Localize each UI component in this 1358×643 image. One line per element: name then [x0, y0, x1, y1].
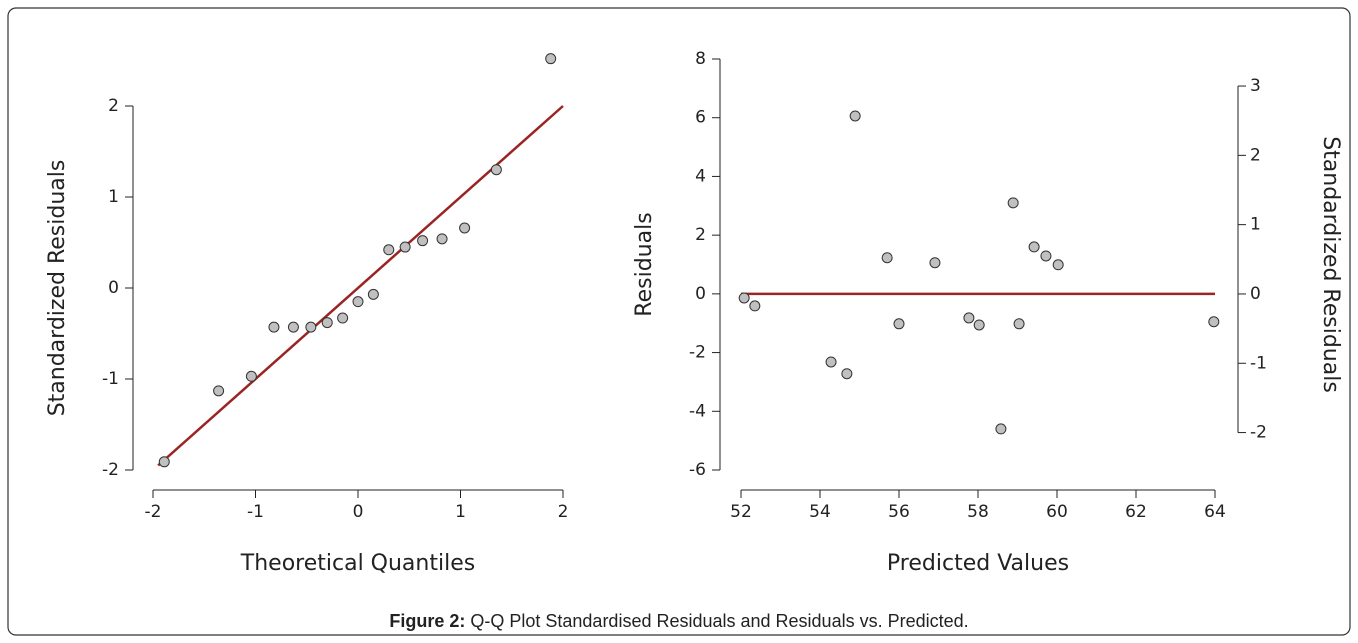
data-point	[213, 385, 225, 397]
x-tick-label: 1	[455, 502, 466, 522]
data-point	[849, 110, 861, 122]
x-axis-label: Predicted Values	[887, 551, 1069, 576]
data-point	[545, 53, 557, 65]
data-point	[352, 296, 364, 308]
y2-tick-label: -2	[1250, 423, 1267, 443]
x-tick-label: 62	[1125, 502, 1147, 522]
y2-tick-label: -1	[1250, 353, 1267, 373]
data-point	[738, 292, 750, 304]
y-tick-label: -6	[689, 460, 706, 480]
y2-tick-label: 3	[1250, 76, 1261, 96]
y2-tick-label: 2	[1250, 145, 1261, 165]
data-point	[929, 257, 941, 269]
data-point	[337, 312, 349, 324]
data-point	[1052, 259, 1064, 271]
y-tick-label: 1	[108, 187, 119, 207]
data-point	[749, 300, 761, 312]
x-axis-label: Theoretical Quantiles	[240, 551, 475, 576]
data-point	[841, 368, 853, 380]
data-point	[321, 317, 333, 329]
y2-axis-label: Standardized Residuals	[1318, 136, 1343, 393]
data-point	[383, 244, 395, 256]
data-point	[893, 318, 905, 330]
reference-line	[157, 105, 564, 467]
data-point	[245, 370, 257, 382]
x-tick-label: 56	[888, 502, 910, 522]
x-tick-label: -1	[247, 502, 264, 522]
x-tick-label: 0	[353, 502, 364, 522]
data-point	[1040, 250, 1052, 262]
y-tick-label: -2	[102, 460, 119, 480]
y-tick-label: 0	[108, 278, 119, 298]
x-tick-label: 64	[1204, 502, 1226, 522]
y-tick-label: 8	[695, 49, 706, 69]
y-axis-label: Residuals	[632, 212, 657, 316]
frame	[7, 7, 1351, 636]
data-point	[1028, 241, 1040, 253]
caption-label: Figure 2:	[389, 611, 465, 631]
data-point	[399, 241, 411, 253]
data-point	[436, 233, 448, 245]
y-tick-label: 0	[695, 284, 706, 304]
y-tick-label: -4	[689, 401, 706, 421]
data-point	[417, 235, 429, 247]
y-tick-label: -1	[102, 369, 119, 389]
x-tick-label: 54	[809, 502, 831, 522]
data-point	[881, 252, 893, 264]
data-point	[963, 312, 975, 324]
data-point	[158, 456, 170, 468]
data-point	[825, 356, 837, 368]
x-tick-label: 52	[730, 502, 752, 522]
data-point	[305, 321, 317, 333]
y2-tick-label: 1	[1250, 215, 1261, 235]
data-point	[459, 222, 471, 234]
data-point	[1208, 316, 1220, 328]
data-point	[1013, 318, 1025, 330]
y-tick-label: 2	[108, 96, 119, 116]
y-axis-label: Standardized Residuals	[45, 160, 70, 417]
x-tick-label: 2	[558, 502, 569, 522]
y-tick-label: -2	[689, 343, 706, 363]
data-point	[490, 164, 502, 176]
y2-tick-label: 0	[1250, 284, 1261, 304]
x-tick-label: -2	[145, 502, 162, 522]
caption: Figure 2: Q-Q Plot Standardised Residuals…	[389, 611, 968, 631]
data-point	[973, 319, 985, 331]
caption-text: Q-Q Plot Standardised Residuals and Resi…	[470, 611, 968, 631]
data-point	[268, 321, 280, 333]
y-tick-label: 4	[695, 166, 706, 186]
data-point	[367, 288, 379, 300]
x-tick-label: 60	[1046, 502, 1068, 522]
y-tick-label: 2	[695, 225, 706, 245]
data-point	[1007, 197, 1019, 209]
data-point	[287, 321, 299, 333]
y-tick-label: 6	[695, 108, 706, 128]
x-tick-label: 58	[967, 502, 989, 522]
data-point	[995, 423, 1007, 435]
